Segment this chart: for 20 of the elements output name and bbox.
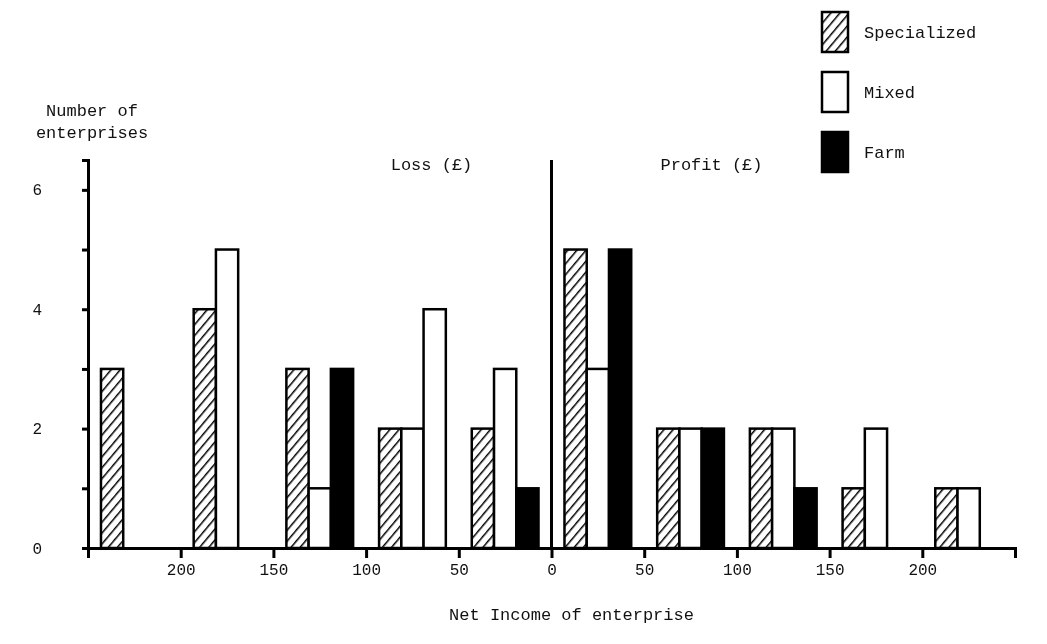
x-tick-label: 50 [635,562,655,581]
x-tick-label: 100 [722,562,752,581]
x-tick-label: 50 [449,562,469,581]
annotation: Loss (£) [390,156,473,175]
legend-label: Mixed [864,84,916,103]
x-tick-label: 200 [908,562,938,581]
x-axis-title: Net Income of enterprise [449,606,694,625]
x-tick-label: 0 [547,562,557,581]
y-tick-label: 0 [32,540,42,559]
y-tick-label: 6 [32,182,42,201]
y-axis-title: Number of enterprises [35,102,149,143]
x-tick-label: 150 [815,562,845,581]
legend-label: Specialized [864,24,977,43]
y-tick-label: 2 [32,421,42,440]
y-tick-label: 4 [32,301,42,320]
x-tick-label: 200 [166,562,196,581]
annotation: Profit (£) [660,156,763,175]
x-tick-label: 150 [259,562,289,581]
x-tick-label: 100 [352,562,382,581]
legend-label: Farm [864,144,905,163]
